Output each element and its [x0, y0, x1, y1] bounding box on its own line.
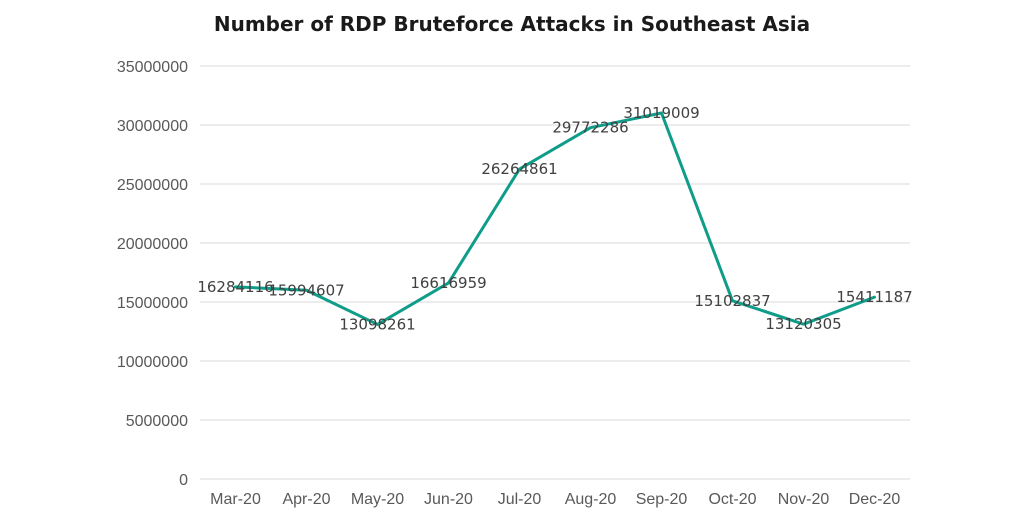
x-tick-label: Apr-20 [282, 491, 330, 508]
data-label: 16284116 [197, 278, 273, 296]
y-tick-label: 30000000 [117, 118, 188, 135]
x-tick-label: Jul-20 [498, 491, 542, 508]
data-label: 13120305 [765, 315, 841, 333]
y-axis-ticks: 0 5000000 10000000 15000000 20000000 25000000… [117, 59, 188, 489]
gridlines [200, 65, 910, 480]
y-tick-label: 15000000 [117, 295, 188, 312]
y-tick-label: 5000000 [126, 413, 188, 430]
x-tick-label: Nov-20 [778, 491, 830, 508]
chart-title: Number of RDP Bruteforce Attacks in Sout… [214, 12, 810, 36]
data-label: 15411187 [836, 288, 912, 306]
data-label: 15994607 [268, 281, 344, 299]
x-axis-ticks: Mar-20 Apr-20 May-20 Jun-20 Jul-20 Aug-20 Sep-… [210, 491, 900, 508]
data-label: 29772286 [552, 119, 628, 137]
x-tick-label: Dec-20 [849, 491, 901, 508]
series-line-group [234, 111, 876, 326]
data-label: 15102837 [694, 292, 770, 310]
x-tick-label: Oct-20 [708, 491, 756, 508]
x-tick-label: May-20 [351, 491, 404, 508]
x-tick-label: Sep-20 [636, 491, 688, 508]
y-tick-label: 35000000 [117, 59, 188, 76]
data-label: 26264861 [481, 160, 557, 178]
x-tick-label: Aug-20 [565, 491, 617, 508]
x-tick-label: Mar-20 [210, 491, 261, 508]
y-tick-label: 10000000 [117, 354, 188, 371]
data-label: 31019009 [623, 104, 699, 122]
y-tick-label: 20000000 [117, 236, 188, 253]
data-label: 13098261 [339, 315, 415, 333]
data-label: 16616959 [410, 274, 486, 292]
y-tick-label: 0 [179, 472, 188, 489]
x-tick-label: Jun-20 [424, 491, 473, 508]
series-line [234, 111, 876, 326]
y-tick-label: 25000000 [117, 177, 188, 194]
